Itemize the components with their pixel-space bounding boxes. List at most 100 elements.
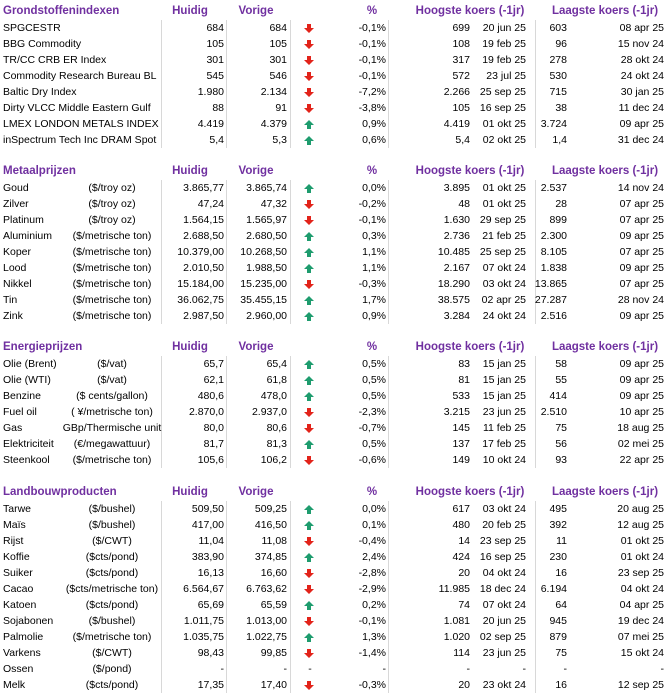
low-value: 13.865 (534, 278, 567, 290)
arrow-down-icon (304, 456, 314, 465)
previous-value: 106,2 (260, 454, 287, 466)
previous-value: 91 (275, 102, 287, 114)
current-value: 65,69 (197, 599, 224, 611)
column-header: Laagste koers (-1jr) (551, 341, 659, 353)
unit: ($/troy oz) (88, 182, 136, 194)
percent-change: 0,9% (362, 118, 386, 130)
arrow-up-icon (304, 248, 314, 257)
low-value: 28 (555, 198, 567, 210)
current-value: 62,1 (203, 374, 224, 386)
current-value: 684 (206, 22, 224, 34)
item-name: Maïs (3, 519, 26, 531)
high-date: 04 okt 24 (482, 567, 526, 579)
item-name: Melk (3, 679, 26, 691)
arrow-up (304, 549, 316, 565)
high-value: 1.630 (443, 214, 470, 226)
column-divider (226, 356, 227, 468)
column-header: Laagste koers (-1jr) (551, 165, 659, 177)
arrow-down (304, 565, 316, 581)
column-header: Vorige (238, 5, 274, 17)
previous-value: 2.134 (260, 86, 287, 98)
previous-value: 3.865,74 (246, 182, 287, 194)
previous-value: 4.379 (260, 118, 287, 130)
high-value: 83 (458, 358, 470, 370)
low-value: 96 (555, 38, 567, 50)
high-value: 5,4 (455, 134, 470, 146)
high-date: 07 okt 24 (482, 599, 526, 611)
arrow-down-icon (304, 585, 314, 594)
percent-change: - (382, 663, 387, 675)
low-date: 09 apr 25 (619, 230, 664, 242)
high-value: 108 (452, 38, 470, 50)
arrow-down-icon (304, 569, 314, 578)
low-date: 09 apr 25 (619, 374, 664, 386)
column-header: % (366, 165, 378, 177)
unit: ($cts/pond) (85, 551, 139, 563)
arrow-down (304, 68, 316, 84)
low-date: 09 apr 25 (619, 118, 664, 130)
percent-change: -0,1% (358, 70, 386, 82)
current-value: - (220, 663, 225, 675)
section-title: Grondstoffenindexen (3, 5, 120, 17)
arrow-down-icon (304, 408, 314, 417)
low-value: 392 (549, 519, 567, 531)
low-value: 64 (555, 599, 567, 611)
low-value: 230 (549, 551, 567, 563)
previous-value: 1.013,00 (246, 615, 287, 627)
low-date: 30 jan 25 (620, 86, 664, 98)
previous-value: 10.268,50 (240, 246, 287, 258)
current-value: 545 (206, 70, 224, 82)
high-value: 137 (452, 438, 470, 450)
high-value: 4.419 (443, 118, 470, 130)
low-value: 945 (549, 615, 567, 627)
percent-change: 0,0% (362, 182, 386, 194)
arrow-down (304, 84, 316, 100)
unit: (€/megawattuur) (73, 438, 151, 450)
percent-change: 0,1% (362, 519, 386, 531)
high-date: 17 feb 25 (482, 438, 526, 450)
low-date: 15 nov 24 (617, 38, 664, 50)
low-value: 1,4 (552, 134, 567, 146)
low-value: 11 (556, 535, 567, 547)
high-value: 11.985 (438, 583, 470, 595)
previous-value: 2.960,00 (246, 310, 287, 322)
arrow-up (304, 228, 316, 244)
low-date: 09 apr 25 (619, 310, 664, 322)
arrow-down (304, 52, 316, 68)
arrow-up (304, 372, 316, 388)
percent-change: -0,3% (358, 679, 386, 691)
percent-change: 1,1% (362, 262, 386, 274)
high-value: 20 (458, 567, 470, 579)
item-name: Rijst (3, 535, 24, 547)
item-name: Elektriciteit (3, 438, 54, 450)
current-value: 81,7 (203, 438, 224, 450)
high-value: 38.575 (437, 294, 470, 306)
low-value: 56 (555, 438, 567, 450)
high-value: 81 (458, 374, 470, 386)
item-name: Zilver (3, 198, 29, 210)
unit: ($/metrische ton) (72, 230, 152, 242)
high-date: 20 feb 25 (482, 519, 526, 531)
previous-value: 99,85 (260, 647, 287, 659)
unit: ($cts/pond) (85, 567, 139, 579)
high-date: 25 sep 25 (479, 246, 526, 258)
arrow-up (304, 356, 316, 372)
high-date: 23 jun 25 (482, 406, 526, 418)
high-date: - (522, 663, 527, 675)
high-value: 424 (452, 551, 470, 563)
high-date: 16 sep 25 (479, 102, 526, 114)
unit: ($/bushel) (88, 519, 136, 531)
column-header: Huidig (172, 341, 208, 353)
previous-value: 11,08 (261, 535, 288, 547)
column-divider (290, 356, 291, 468)
percent-change: -0,2% (358, 198, 386, 210)
high-value: 145 (452, 422, 470, 434)
unit: GBp/Thermische unit (62, 422, 162, 434)
current-value: 2.870,0 (188, 406, 224, 418)
high-date: 15 jan 25 (482, 358, 526, 370)
unit: ($cts/metrische ton) (65, 583, 159, 595)
item-name: Katoen (3, 599, 37, 611)
low-value: 93 (555, 454, 567, 466)
arrow-down-icon (304, 617, 314, 626)
item-name: Commodity Research Bureau BL (3, 70, 157, 82)
